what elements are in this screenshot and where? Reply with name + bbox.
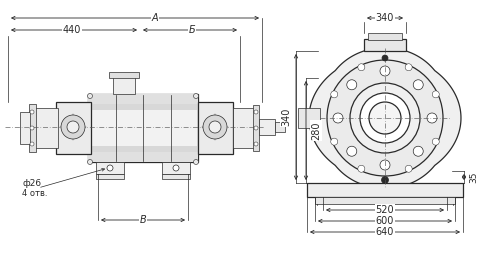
- Text: 280: 280: [311, 121, 321, 140]
- Text: 640: 640: [376, 227, 394, 237]
- Circle shape: [88, 160, 92, 165]
- Circle shape: [327, 60, 443, 176]
- Circle shape: [61, 115, 85, 139]
- Circle shape: [194, 94, 198, 99]
- Circle shape: [382, 176, 388, 183]
- Text: ф26: ф26: [22, 179, 41, 188]
- Circle shape: [333, 113, 343, 123]
- Circle shape: [427, 113, 437, 123]
- Circle shape: [30, 110, 34, 114]
- Bar: [29, 104, 36, 152]
- Bar: [233, 108, 255, 148]
- Bar: [88, 104, 198, 110]
- Bar: [56, 102, 91, 154]
- Text: 440: 440: [63, 25, 81, 35]
- Circle shape: [330, 138, 338, 145]
- Circle shape: [107, 165, 113, 171]
- Text: В: В: [140, 215, 146, 225]
- Circle shape: [173, 165, 179, 171]
- Circle shape: [30, 126, 34, 130]
- Circle shape: [254, 142, 258, 146]
- Circle shape: [405, 165, 412, 172]
- Circle shape: [30, 142, 34, 146]
- Circle shape: [432, 138, 440, 145]
- Circle shape: [432, 91, 440, 98]
- Bar: [162, 162, 190, 174]
- Bar: [88, 94, 198, 104]
- Bar: [275, 122, 285, 132]
- Bar: [198, 102, 233, 154]
- Circle shape: [254, 126, 258, 130]
- Bar: [315, 197, 455, 204]
- Text: Б: Б: [188, 25, 196, 35]
- Bar: [298, 108, 320, 128]
- Circle shape: [358, 165, 365, 172]
- Circle shape: [88, 94, 92, 99]
- Bar: [88, 94, 198, 162]
- Bar: [368, 33, 402, 40]
- Bar: [307, 183, 463, 197]
- Text: А: А: [152, 13, 158, 23]
- Polygon shape: [309, 48, 461, 188]
- Circle shape: [350, 83, 420, 153]
- Circle shape: [347, 80, 357, 90]
- Circle shape: [413, 80, 423, 90]
- Circle shape: [369, 102, 401, 134]
- Circle shape: [405, 64, 412, 71]
- Bar: [96, 162, 124, 174]
- Bar: [96, 174, 124, 179]
- Circle shape: [194, 160, 198, 165]
- Circle shape: [203, 115, 227, 139]
- Text: 4 отв.: 4 отв.: [22, 188, 48, 197]
- Bar: [109, 72, 139, 78]
- Circle shape: [360, 93, 410, 143]
- Bar: [88, 152, 198, 162]
- Circle shape: [347, 146, 357, 156]
- Bar: [113, 76, 135, 94]
- Text: 35: 35: [470, 171, 478, 183]
- Circle shape: [380, 66, 390, 76]
- Circle shape: [67, 121, 79, 133]
- Bar: [259, 119, 275, 135]
- Text: 340: 340: [376, 13, 394, 23]
- Circle shape: [254, 110, 258, 114]
- Text: 340: 340: [281, 108, 291, 126]
- Circle shape: [413, 146, 423, 156]
- Circle shape: [330, 91, 338, 98]
- Bar: [253, 105, 259, 151]
- Circle shape: [380, 160, 390, 170]
- Bar: [88, 146, 198, 152]
- Bar: [20, 112, 30, 144]
- Bar: [364, 39, 406, 51]
- Bar: [162, 174, 190, 179]
- Bar: [34, 108, 58, 148]
- Circle shape: [382, 55, 388, 61]
- Text: 600: 600: [376, 216, 394, 226]
- Text: 520: 520: [376, 205, 394, 215]
- Circle shape: [358, 64, 365, 71]
- Circle shape: [209, 121, 221, 133]
